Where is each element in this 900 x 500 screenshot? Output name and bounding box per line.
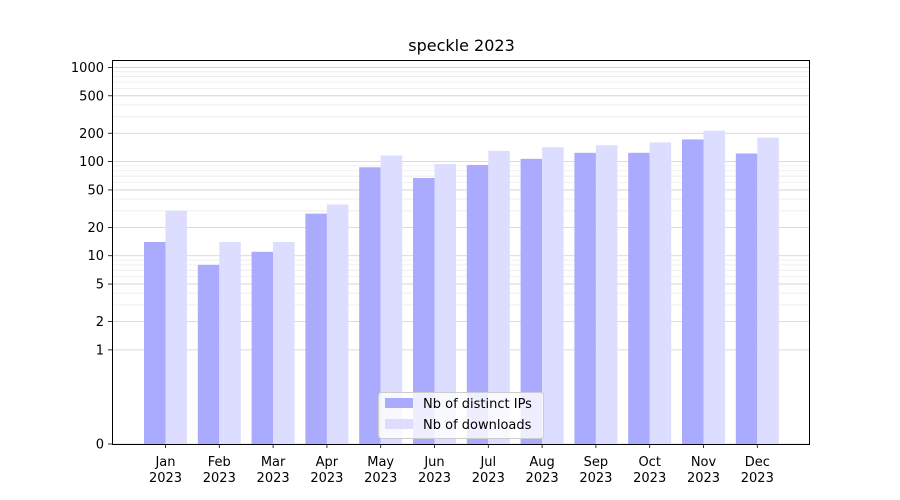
x-tick-label-year: 2023 [364,471,397,486]
bar-distinct-ips [197,264,220,444]
chart-title: speckle 2023 [408,36,515,55]
bar-downloads [703,130,725,445]
bar-distinct-ips [628,152,650,444]
bars-layer [144,130,779,445]
bar-downloads [434,164,456,444]
bar-downloads [380,155,403,445]
bar-downloads [488,150,510,445]
y-tick-label: 1 [96,343,104,358]
x-tick-label-month: Dec [745,455,770,470]
bar-downloads [165,210,187,444]
bar-distinct-ips [359,167,381,445]
x-tick-label-year: 2023 [526,471,559,486]
bar-distinct-ips [735,153,758,445]
x-tick-label-year: 2023 [741,471,774,486]
bar-downloads [542,147,564,444]
bar-downloads [219,241,241,444]
x-tick-label-month: Apr [316,455,339,470]
legend-swatch [385,398,413,408]
x-tick-label-month: Jul [479,455,496,470]
y-axis: 0 1 2 5 10 20 50 100 200 500 1000 [71,61,112,453]
x-tick-label-month: Feb [208,455,231,470]
y-tick-label: 100 [79,155,104,170]
x-tick-label-year: 2023 [418,471,451,486]
x-tick-label-month: Jun [423,455,444,470]
y-tick-label: 0 [96,438,104,453]
y-tick-label: 500 [79,89,104,104]
bar-distinct-ips [413,177,435,444]
legend-box [378,392,544,439]
bar-downloads [273,241,295,444]
bar-distinct-ips [466,164,489,444]
x-tick-label-year: 2023 [472,471,505,486]
y-tick-label: 2 [96,315,104,330]
legend-label: Nb of distinct IPs [423,397,532,412]
y-tick-label: 5 [96,278,104,293]
y-tick-label: 10 [87,249,104,264]
plot-frame [112,60,810,445]
x-tick-label-month: Aug [529,455,554,470]
bar-distinct-ips [682,139,704,444]
x-tick-label-year: 2023 [579,471,612,486]
x-tick-label-year: 2023 [310,471,343,486]
y-tick-label: 50 [87,183,104,198]
bar-distinct-ips [520,158,543,445]
bar-distinct-ips [574,152,596,444]
bar-distinct-ips [305,213,327,444]
x-tick-label-month: Nov [691,455,717,470]
legend-label: Nb of downloads [423,418,532,433]
x-tick-label-year: 2023 [203,471,236,486]
bar-distinct-ips [251,251,274,444]
x-tick-label-year: 2023 [633,471,666,486]
y-tick-label: 20 [87,221,104,236]
bar-downloads [649,142,672,444]
x-tick-label-year: 2023 [257,471,290,486]
x-tick-label-year: 2023 [149,471,182,486]
x-tick-label-year: 2023 [687,471,720,486]
x-axis: Jan2023Feb2023Mar2023Apr2023May2023Jun20… [149,444,774,486]
bar-downloads [326,204,349,444]
y-tick-label: 1000 [71,61,104,76]
x-tick-label-month: May [367,455,394,470]
x-tick-label-month: Sep [584,455,609,470]
x-tick-label-month: Jan [154,455,175,470]
legend: Nb of distinct IPs Nb of downloads [378,392,544,439]
bar-distinct-ips [144,241,166,444]
bar-downloads [757,137,779,444]
x-tick-label-month: Mar [261,455,286,470]
bar-downloads [595,145,618,444]
y-tick-label: 200 [79,127,104,142]
legend-swatch [385,419,413,429]
x-tick-label-month: Oct [638,455,660,470]
